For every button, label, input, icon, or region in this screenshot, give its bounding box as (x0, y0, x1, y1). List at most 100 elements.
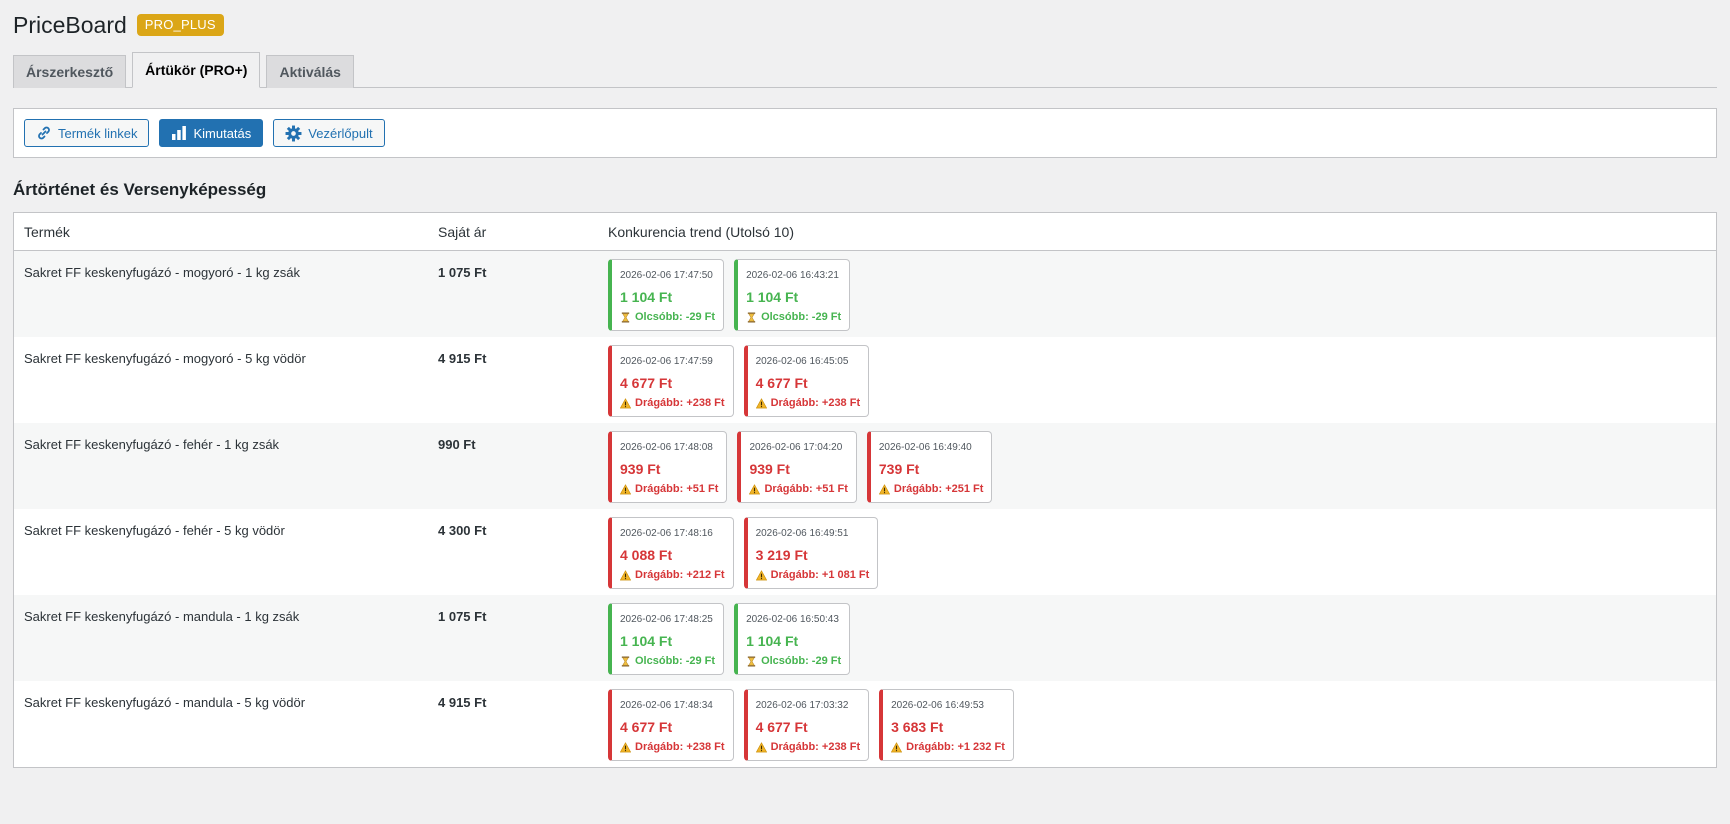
warning-icon (620, 483, 631, 494)
competitor-price-card: 2026-02-06 17:03:32 4 677 Ft Drágább: +238… (743, 689, 870, 761)
plan-badge: PRO_PLUS (136, 14, 224, 36)
page-title: PriceBoard (13, 11, 127, 38)
card-timestamp: 2026-02-06 17:03:32 (755, 700, 849, 711)
gear-icon (285, 125, 302, 141)
trend-cards: 2026-02-06 17:48:16 4 088 Ft Drágább: +212… (608, 517, 1716, 595)
card-price: 1 104 Ft (620, 633, 673, 649)
table-row: Sakret FF keskenyfugázó - fehér - 1 kg z… (14, 423, 1716, 509)
product-name: Sakret FF keskenyfugázó - mandula - 5 kg… (24, 695, 306, 710)
hourglass-icon (621, 655, 630, 667)
card-diff-note: Drágább: +238 Ft (620, 741, 725, 753)
competitor-price-card: 2026-02-06 16:50:43 1 104 Ft Olcsóbb: -29 … (734, 603, 851, 675)
product-links-button[interactable]: Termék linkek (24, 119, 150, 147)
card-diff-note: Olcsóbb: -29 Ft (746, 311, 841, 323)
card-price: 4 677 Ft (620, 375, 673, 391)
card-diff-text: Olcsóbb: -29 Ft (635, 311, 716, 323)
card-diff-note: Olcsóbb: -29 Ft (746, 655, 841, 667)
card-diff-note: Drágább: +238 Ft (755, 397, 861, 409)
card-diff-text: Drágább: +238 Ft (770, 741, 861, 753)
link-icon (38, 126, 50, 140)
competitor-price-card: 2026-02-06 16:45:05 4 677 Ft Drágább: +238… (743, 345, 870, 417)
trend-cards: 2026-02-06 17:48:25 1 104 Ft Olcsóbb: -29 … (608, 603, 1716, 681)
card-diff-text: Olcsóbb: -29 Ft (761, 655, 842, 667)
competitor-price-card: 2026-02-06 16:49:51 3 219 Ft Drágább: +1 0… (743, 517, 879, 589)
card-diff-text: Drágább: +238 Ft (770, 397, 861, 409)
card-price: 739 Ft (878, 461, 920, 477)
page-header: PriceBoard PRO_PLUS (13, 0, 1717, 48)
card-diff-note: Drágább: +1 081 Ft (755, 569, 869, 581)
card-timestamp: 2026-02-06 16:45:05 (755, 356, 849, 367)
card-diff-note: Drágább: +238 Ft (755, 741, 861, 753)
table-row: Sakret FF keskenyfugázó - fehér - 5 kg v… (14, 509, 1716, 595)
page: PriceBoard PRO_PLUS Árszerkesztő Ártükör… (13, 0, 1717, 768)
card-timestamp: 2026-02-06 17:48:25 (620, 614, 713, 625)
card-price: 4 088 Ft (620, 547, 673, 563)
hourglass-icon (621, 311, 630, 323)
bar-chart-icon (172, 126, 187, 140)
own-price: 4 300 Ft (438, 523, 487, 538)
card-diff-note: Olcsóbb: -29 Ft (620, 311, 715, 323)
card-diff-text: Drágább: +212 Ft (635, 569, 725, 581)
card-diff-note: Drágább: +238 Ft (620, 397, 725, 409)
product-name: Sakret FF keskenyfugázó - mandula - 1 kg… (24, 609, 300, 624)
statistics-label: Kimutatás (193, 125, 252, 141)
card-timestamp: 2026-02-06 16:50:43 (746, 614, 839, 625)
own-price: 1 075 Ft (438, 265, 487, 280)
card-timestamp: 2026-02-06 16:49:40 (878, 442, 972, 453)
table-header: Termék Saját ár Konkurencia trend (Utols… (14, 213, 1716, 251)
card-diff-text: Drágább: +51 Ft (764, 483, 848, 495)
table-row: Sakret FF keskenyfugázó - mandula - 5 kg… (14, 681, 1716, 767)
own-price: 4 915 Ft (438, 351, 487, 366)
card-timestamp: 2026-02-06 17:48:16 (620, 528, 713, 539)
warning-icon (891, 741, 903, 752)
card-timestamp: 2026-02-06 16:49:53 (891, 700, 984, 711)
card-price: 939 Ft (749, 461, 790, 477)
statistics-button[interactable]: Kimutatás (159, 119, 264, 147)
card-timestamp: 2026-02-06 16:49:51 (755, 528, 849, 539)
card-diff-text: Drágább: +51 Ft (635, 483, 719, 495)
product-name: Sakret FF keskenyfugázó - mogyoró - 1 kg… (24, 265, 300, 280)
dashboard-button[interactable]: Vezérlőpult (273, 119, 385, 147)
tab-price-editor[interactable]: Árszerkesztő (13, 55, 127, 88)
warning-icon (755, 741, 767, 752)
competitor-price-card: 2026-02-06 16:43:21 1 104 Ft Olcsóbb: -29 … (734, 259, 851, 331)
tab-activation[interactable]: Aktiválás (266, 55, 354, 88)
warning-icon (620, 569, 631, 580)
card-diff-note: Drágább: +51 Ft (620, 483, 718, 495)
card-price: 4 677 Ft (755, 719, 808, 735)
warning-icon (620, 741, 631, 752)
card-price: 4 677 Ft (755, 375, 808, 391)
table-row: Sakret FF keskenyfugázó - mandula - 1 kg… (14, 595, 1716, 681)
column-header-own-price: Saját ár (438, 223, 487, 240)
table-row: Sakret FF keskenyfugázó - mogyoró - 5 kg… (14, 337, 1716, 423)
competitor-price-card: 2026-02-06 17:48:25 1 104 Ft Olcsóbb: -29 … (608, 603, 725, 675)
card-timestamp: 2026-02-06 17:47:50 (620, 270, 713, 281)
own-price: 990 Ft (438, 437, 476, 452)
product-name: Sakret FF keskenyfugázó - fehér - 1 kg z… (24, 437, 280, 452)
competitor-price-card: 2026-02-06 17:48:08 939 Ft Drágább: +51 Ft (608, 431, 728, 503)
warning-icon (620, 397, 631, 408)
card-diff-note: Drágább: +1 232 Ft (891, 741, 1005, 753)
product-links-label: Termék linkek (58, 125, 138, 141)
card-diff-text: Olcsóbb: -29 Ft (635, 655, 716, 667)
card-price: 3 683 Ft (891, 719, 944, 735)
hourglass-icon (747, 655, 756, 667)
card-price: 1 104 Ft (746, 633, 799, 649)
card-diff-note: Drágább: +51 Ft (749, 483, 848, 495)
competitor-price-card: 2026-02-06 17:47:50 1 104 Ft Olcsóbb: -29 … (608, 259, 725, 331)
own-price: 4 915 Ft (438, 695, 487, 710)
card-price: 3 219 Ft (755, 547, 808, 563)
competitor-price-card: 2026-02-06 16:49:53 3 683 Ft Drágább: +1 2… (879, 689, 1014, 761)
column-header-product: Termék (24, 223, 70, 240)
card-price: 1 104 Ft (620, 289, 673, 305)
card-price: 4 677 Ft (620, 719, 673, 735)
card-diff-text: Olcsóbb: -29 Ft (761, 311, 842, 323)
table-body: Sakret FF keskenyfugázó - mogyoró - 1 kg… (14, 251, 1716, 767)
trend-cards: 2026-02-06 17:47:59 4 677 Ft Drágább: +238… (608, 345, 1716, 423)
tab-price-mirror[interactable]: Ártükör (PRO+) (132, 52, 261, 88)
card-diff-note: Drágább: +212 Ft (620, 569, 725, 581)
warning-icon (755, 397, 767, 408)
hourglass-icon (747, 311, 756, 323)
card-timestamp: 2026-02-06 17:48:34 (620, 700, 713, 711)
card-timestamp: 2026-02-06 17:04:20 (749, 442, 843, 453)
